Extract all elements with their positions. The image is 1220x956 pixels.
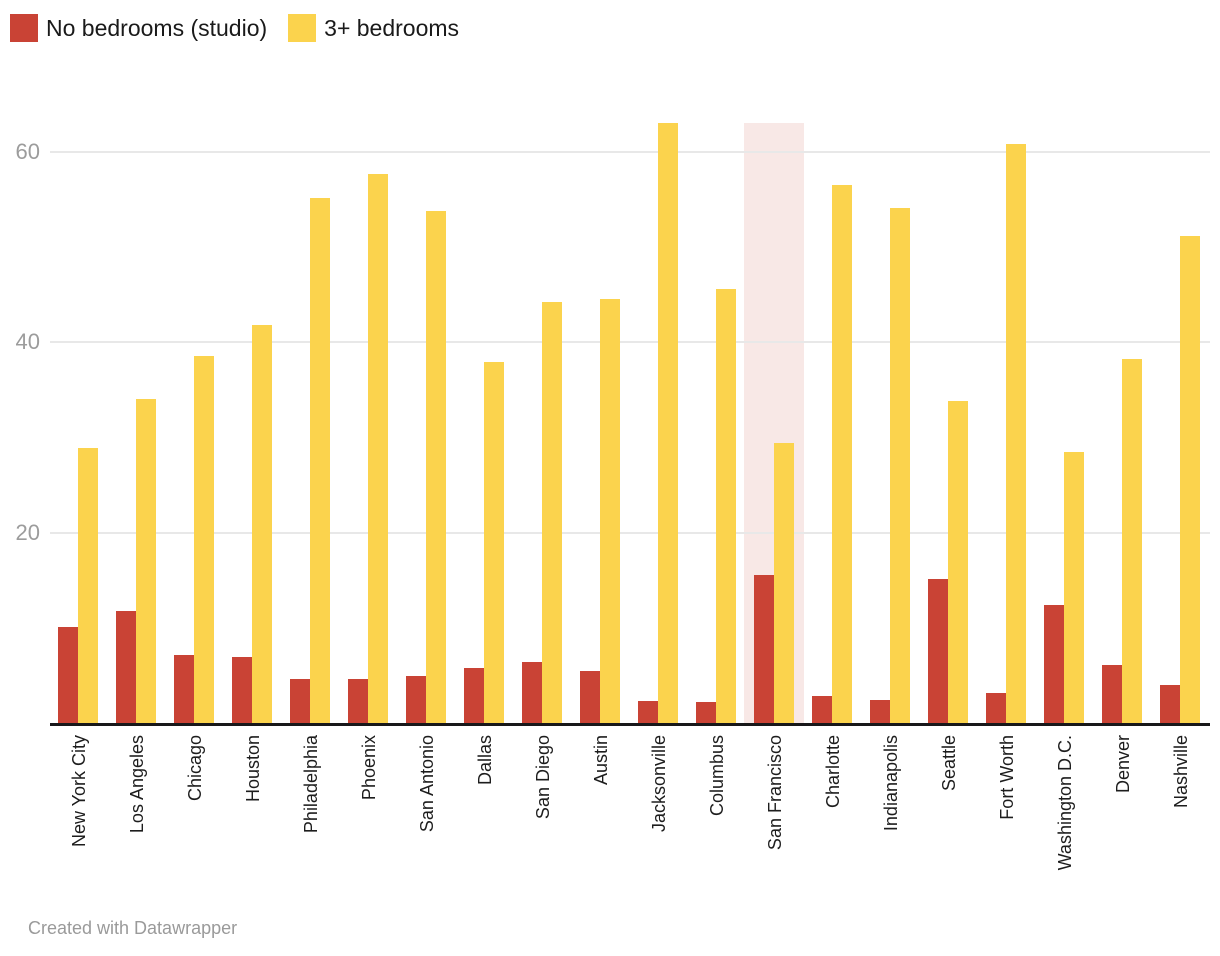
x-axis-label-denver: Denver: [1113, 735, 1133, 794]
bar-studio-phoenix[interactable]: [347, 679, 368, 723]
bar-3plus-bedrooms-dallas[interactable]: [484, 362, 505, 723]
x-axis-label-cell-jacksonville: Jacksonville: [630, 735, 688, 925]
x-axis-label-phoenix: Phoenix: [359, 735, 379, 801]
y-axis-tick-label-40: 40: [15, 329, 40, 355]
x-axis-label-cell-philadelphia: Philadelphia: [282, 735, 340, 925]
bar-studio-fort-worth[interactable]: [985, 693, 1006, 723]
x-axis-label-cell-austin: Austin: [572, 735, 630, 925]
bar-3plus-bedrooms-austin[interactable]: [600, 299, 621, 723]
gridline-60: [50, 150, 1210, 153]
bar-3plus-bedrooms-columbus[interactable]: [716, 288, 737, 723]
x-axis-label-washington-d-c-: Washington D.C.: [1055, 735, 1075, 871]
bar-studio-nashville[interactable]: [1159, 684, 1180, 723]
bar-3plus-bedrooms-charlotte[interactable]: [832, 184, 853, 723]
bar-3plus-bedrooms-san-antonio[interactable]: [426, 210, 447, 723]
x-axis-label-cell-houston: Houston: [224, 735, 282, 925]
x-axis-label-seattle: Seattle: [939, 735, 959, 792]
gridline-20: [50, 531, 1210, 534]
bar-3plus-bedrooms-seattle[interactable]: [948, 401, 969, 723]
x-axis-line: [50, 723, 1210, 726]
x-axis-label-houston: Houston: [243, 735, 263, 803]
x-axis-label-cell-nashville: Nashville: [1152, 735, 1210, 925]
x-axis-label-san-francisco: San Francisco: [765, 735, 785, 851]
bar-studio-dallas[interactable]: [463, 667, 484, 723]
bar-studio-columbus[interactable]: [695, 702, 716, 723]
bar-3plus-bedrooms-houston[interactable]: [252, 324, 273, 723]
x-axis-label-cell-phoenix: Phoenix: [340, 735, 398, 925]
x-axis-label-los-angeles: Los Angeles: [127, 735, 147, 834]
bar-3plus-bedrooms-chicago[interactable]: [194, 356, 215, 723]
bar-3plus-bedrooms-nashville[interactable]: [1180, 236, 1201, 723]
legend-swatch-studio: [10, 14, 38, 42]
x-axis-label-cell-san-francisco: San Francisco: [746, 735, 804, 925]
x-axis-label-cell-dallas: Dallas: [456, 735, 514, 925]
bar-studio-denver[interactable]: [1101, 664, 1122, 723]
bar-3plus-bedrooms-san-diego[interactable]: [542, 302, 563, 723]
bar-3plus-bedrooms-philadelphia[interactable]: [310, 198, 331, 723]
x-axis-label-philadelphia: Philadelphia: [301, 735, 321, 834]
bar-studio-new-york-city[interactable]: [57, 626, 78, 723]
legend-swatch-3plus: [288, 14, 317, 42]
x-axis-label-san-antonio: San Antonio: [417, 735, 437, 833]
x-axis-label-fort-worth: Fort Worth: [997, 735, 1017, 820]
bar-studio-san-francisco[interactable]: [753, 575, 774, 723]
x-axis-label-cell-denver: Denver: [1094, 735, 1152, 925]
x-axis-label-columbus: Columbus: [707, 735, 727, 817]
bar-studio-seattle[interactable]: [927, 579, 948, 723]
x-axis-label-chicago: Chicago: [185, 735, 205, 802]
bar-3plus-bedrooms-phoenix[interactable]: [368, 174, 389, 723]
bar-3plus-bedrooms-denver[interactable]: [1122, 359, 1143, 723]
y-axis-tick-label-60: 60: [15, 138, 40, 164]
x-axis-label-new-york-city: New York City: [69, 735, 89, 848]
x-axis-label-cell-san-antonio: San Antonio: [398, 735, 456, 925]
bar-studio-philadelphia[interactable]: [289, 679, 310, 723]
x-axis-label-cell-san-diego: San Diego: [514, 735, 572, 925]
bar-studio-washington-d-c-[interactable]: [1043, 604, 1064, 723]
x-axis-label-cell-charlotte: Charlotte: [804, 735, 862, 925]
x-axis-label-cell-fort-worth: Fort Worth: [978, 735, 1036, 925]
bar-studio-los-angeles[interactable]: [115, 610, 136, 723]
x-axis-label-cell-seattle: Seattle: [920, 735, 978, 925]
legend: No bedrooms (studio) 3+ bedrooms: [10, 14, 480, 42]
x-axis-label-san-diego: San Diego: [533, 735, 553, 820]
bar-studio-san-diego[interactable]: [521, 662, 542, 723]
bar-3plus-bedrooms-san-francisco[interactable]: [774, 443, 795, 723]
x-axis-label-dallas: Dallas: [475, 735, 495, 786]
x-axis-label-indianapolis: Indianapolis: [881, 735, 901, 832]
bar-studio-austin[interactable]: [579, 670, 600, 723]
bar-studio-jacksonville[interactable]: [637, 701, 658, 723]
legend-item-studio: No bedrooms (studio): [10, 14, 267, 42]
bar-studio-indianapolis[interactable]: [869, 700, 890, 723]
bar-3plus-bedrooms-jacksonville[interactable]: [658, 123, 679, 723]
bar-3plus-bedrooms-indianapolis[interactable]: [890, 207, 911, 723]
bar-studio-charlotte[interactable]: [811, 696, 832, 723]
x-axis-label-jacksonville: Jacksonville: [649, 735, 669, 833]
legend-label-studio: No bedrooms (studio): [46, 15, 268, 41]
x-axis-label-nashville: Nashville: [1171, 735, 1191, 809]
datawrapper-attribution-link[interactable]: Created with Datawrapper: [28, 918, 238, 938]
y-axis-tick-label-20: 20: [15, 519, 40, 545]
x-axis-label-cell-indianapolis: Indianapolis: [862, 735, 920, 925]
gridline-40: [50, 341, 1210, 344]
x-axis-label-cell-los-angeles: Los Angeles: [108, 735, 166, 925]
x-axis-label-cell-chicago: Chicago: [166, 735, 224, 925]
bar-3plus-bedrooms-los-angeles[interactable]: [136, 399, 157, 723]
bar-studio-chicago[interactable]: [173, 655, 194, 723]
legend-label-3plus: 3+ bedrooms: [324, 15, 460, 41]
legend-item-3plus: 3+ bedrooms: [288, 14, 459, 42]
bar-3plus-bedrooms-new-york-city[interactable]: [78, 447, 99, 723]
bar-3plus-bedrooms-fort-worth[interactable]: [1006, 143, 1027, 723]
x-axis-label-cell-new-york-city: New York City: [50, 735, 108, 925]
x-axis-label-austin: Austin: [591, 735, 611, 786]
bar-3plus-bedrooms-washington-d-c-[interactable]: [1064, 451, 1085, 723]
x-axis-label-charlotte: Charlotte: [823, 735, 843, 809]
x-axis-label-cell-columbus: Columbus: [688, 735, 746, 925]
bar-studio-san-antonio[interactable]: [405, 676, 426, 723]
x-axis-label-cell-washington-d-c-: Washington D.C.: [1036, 735, 1094, 925]
bar-studio-houston[interactable]: [231, 657, 252, 723]
